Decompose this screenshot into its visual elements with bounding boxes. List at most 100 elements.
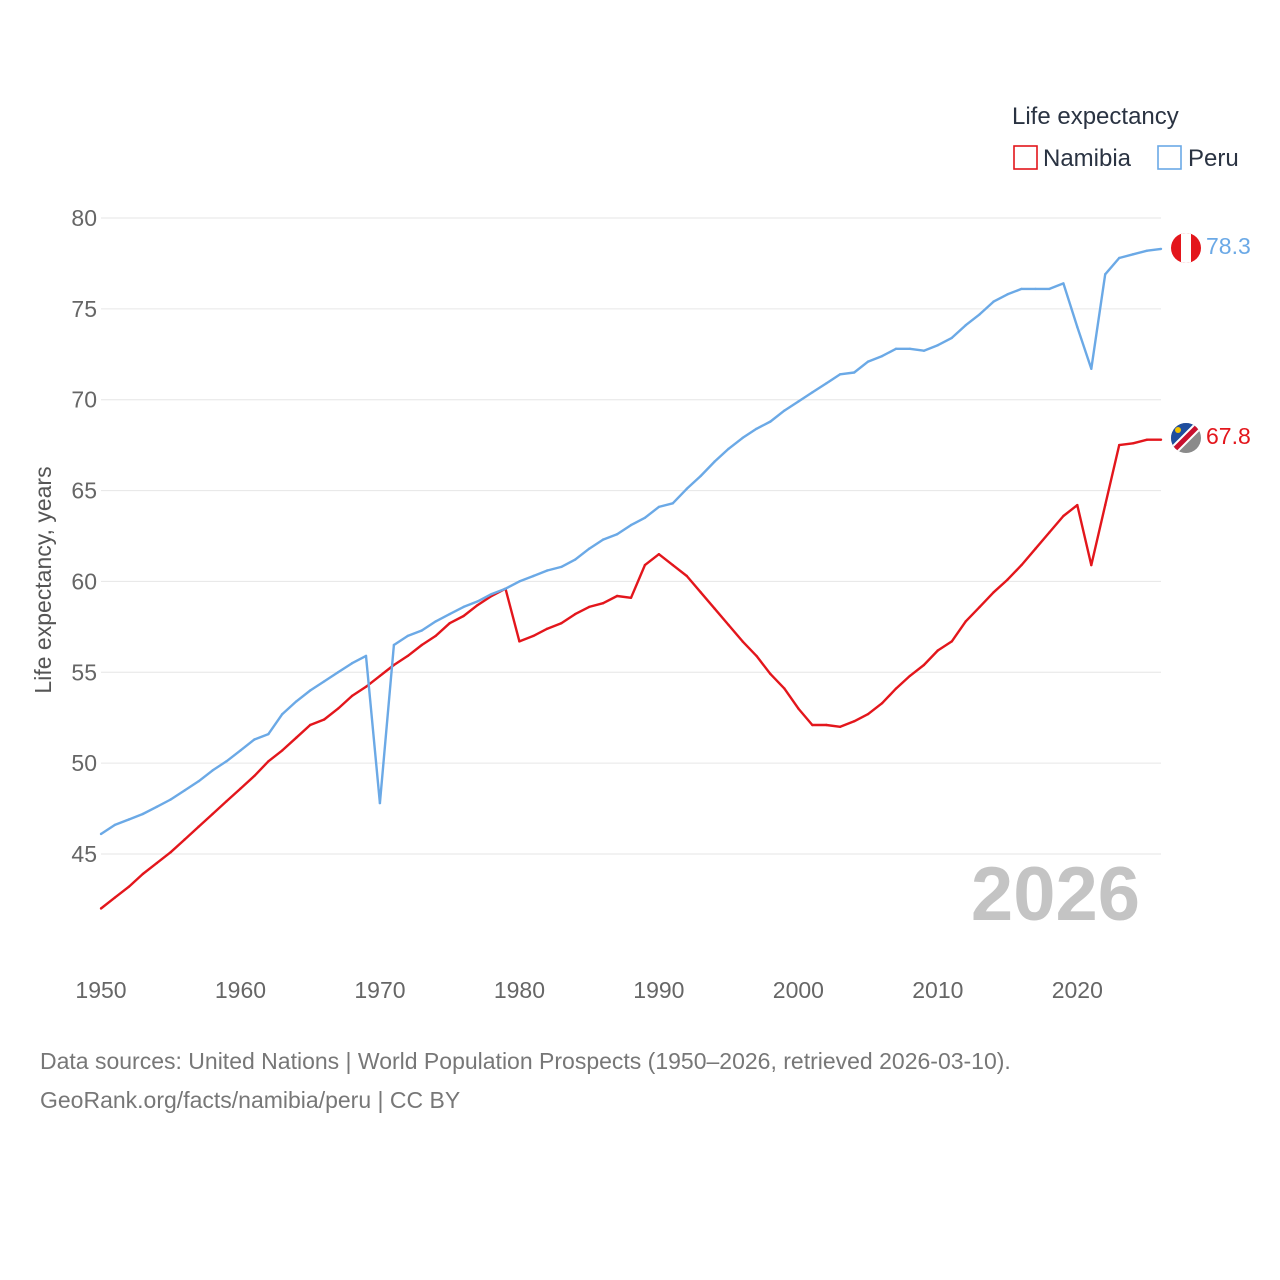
legend-swatch-namibia [1013,145,1038,170]
data-point-peru [127,818,131,821]
data-point-namibia [1118,443,1121,447]
data-point-namibia [336,707,340,710]
source-link[interactable]: GeoRank.org/facts/namibia/peru | CC BY [40,1087,461,1113]
data-point-peru [1131,253,1135,256]
data-point-namibia [936,649,939,652]
data-point-namibia [127,885,131,888]
data-point-namibia [1076,503,1079,507]
data-point-namibia [169,851,172,854]
data-point-peru [811,391,814,394]
data-point-peru [518,580,521,583]
data-point-namibia [225,800,228,803]
data-point-peru [323,680,326,683]
data-point-peru [532,574,535,578]
data-point-namibia [797,707,800,710]
data-point-peru [936,344,939,347]
series-lines [99,247,1163,910]
data-point-namibia [99,907,103,910]
x-tick-label: 1970 [354,977,405,1003]
data-point-peru [950,336,953,340]
data-point-peru [281,712,284,716]
data-point-namibia [518,640,521,643]
data-point-namibia [615,594,619,598]
data-point-peru [364,654,368,658]
data-point-peru [685,487,688,490]
data-point-namibia [1131,442,1135,445]
data-point-peru [155,805,158,808]
data-point-peru [783,409,786,412]
data-point-peru [392,643,396,647]
data-point-namibia [643,563,647,567]
y-axis-ticks: 45 50 55 60 65 70 75 80 [71,205,97,867]
data-point-namibia [713,607,716,610]
data-point-peru [448,612,451,616]
data-point-peru [1076,325,1079,329]
data-point-peru [253,738,256,741]
data-point-peru [560,565,563,569]
data-point-namibia [1062,514,1065,518]
legend-title: Life expectancy [1012,103,1179,130]
data-point-namibia [267,760,270,763]
data-point-namibia [141,872,144,876]
data-point-peru [99,832,103,836]
data-point-peru [894,347,898,350]
data-point-namibia [866,712,870,716]
data-point-peru [1020,287,1023,291]
data-point-peru [755,427,758,430]
y-axis-label: Life expectancy, years [30,466,56,693]
data-point-namibia [922,663,926,667]
legend-item-namibia[interactable]: Namibia [1013,145,1132,172]
data-point-peru [671,502,674,505]
data-point-namibia [197,825,200,828]
data-point-namibia [420,643,423,647]
data-point-peru [1034,287,1037,291]
data-point-peru [504,587,507,590]
data-point-namibia [908,674,912,678]
data-point-namibia [476,603,479,607]
data-point-namibia [406,654,409,658]
data-point-peru [1104,273,1107,276]
data-point-peru [713,460,716,463]
legend-item-peru[interactable]: Peru [1157,145,1239,172]
data-point-peru [615,533,619,536]
data-point-namibia [1145,438,1149,441]
data-point-namibia [880,702,884,705]
data-point-namibia [309,723,312,727]
data-point-namibia [574,612,577,616]
y-tick-label: 80 [71,205,97,231]
data-point-peru [197,780,200,783]
legend: Life expectancy Namibia Peru [1012,103,1239,172]
data-point-namibia [1048,531,1051,534]
x-tick-label: 2020 [1052,977,1103,1003]
x-tick-label: 1990 [633,977,684,1003]
data-point-namibia [699,591,702,594]
series-line-namibia [100,438,1161,910]
data-point-namibia [155,861,158,865]
data-point-namibia [239,787,242,790]
end-label-namibia: 67.8 [1206,423,1251,449]
namibia-flag-icon [1171,423,1201,453]
y-tick-label: 45 [71,841,97,867]
data-point-peru [769,420,772,423]
y-tick-label: 50 [71,750,97,776]
data-point-peru [434,620,437,623]
data-point-namibia [588,605,591,609]
data-point-peru [866,360,870,363]
y-tick-label: 55 [71,659,97,685]
data-point-namibia [1034,547,1037,550]
legend-label-namibia: Namibia [1043,145,1132,172]
data-point-namibia [434,634,437,638]
data-point-namibia [546,627,549,630]
series-namibia[interactable] [99,438,1163,910]
x-tick-label: 1980 [494,977,545,1003]
data-point-peru [839,373,842,376]
data-point-peru [295,700,298,703]
series-peru[interactable] [99,247,1163,836]
data-point-peru [964,324,967,327]
data-point-peru [978,313,981,316]
data-point-peru [880,354,884,358]
peru-flag-icon [1171,233,1201,263]
data-point-peru [169,798,172,801]
data-point-peru [113,823,117,827]
x-tick-label: 1950 [75,977,126,1003]
